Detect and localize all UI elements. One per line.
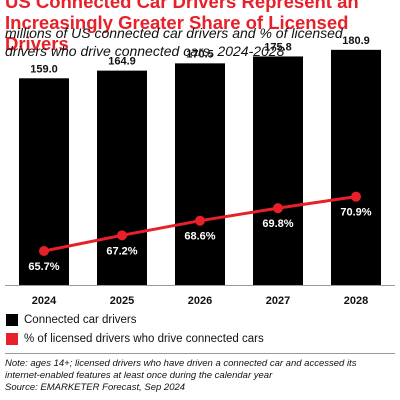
percent-label-2026: 68.6% (184, 231, 215, 243)
chart-title-line-2: Increasingly Greater Share of Licensed D… (5, 12, 349, 54)
x-tick-label-2025: 2025 (110, 295, 134, 307)
percent-point-2027 (273, 203, 283, 214)
chart-title-line-1: US Connected Car Drivers Represent an (5, 0, 359, 12)
legend-label-line: % of licensed drivers who drive connecte… (24, 333, 264, 345)
bar-value-label-2026: 170.5 (186, 48, 214, 60)
chart-subtitle-line-1: millions of US connected car drivers and… (5, 25, 343, 41)
chart-note: Note: ages 14+; licensed drivers who hav… (5, 358, 397, 394)
x-tick-label-2027: 2027 (266, 295, 290, 307)
legend-swatch-line (6, 333, 18, 345)
legend-label-bars: Connected car drivers (24, 314, 137, 326)
bar-2026 (175, 63, 225, 285)
chart-title: US Connected Car Drivers Represent an In… (5, 0, 397, 54)
legend-item-bars: Connected car drivers (6, 314, 137, 326)
percent-label-2028: 70.9% (340, 207, 371, 219)
bar-value-label-2024: 159.0 (30, 63, 58, 75)
note-line-2: internet-enabled features at least once … (5, 370, 273, 381)
bar-2028 (331, 49, 381, 285)
chart-subtitle-line-2: drivers who drive connected cars, 2024-2… (5, 43, 285, 59)
percent-point-2024 (39, 246, 49, 256)
legend-item-line: % of licensed drivers who drive connecte… (6, 333, 264, 345)
bar-value-label-2027: 175.8 (264, 41, 292, 53)
source-line: Source: EMARKETER Forecast, Sep 2024 (5, 382, 186, 393)
percent-point-2028 (351, 191, 361, 202)
x-tick-label-2028: 2028 (344, 295, 368, 307)
percent-point-2026 (195, 215, 205, 226)
bar-2025 (97, 70, 147, 285)
percent-label-2027: 69.8% (262, 218, 293, 230)
note-line-1: Note: ages 14+; licensed drivers who hav… (5, 358, 357, 369)
x-tick-label-2026: 2026 (188, 295, 212, 307)
chart-subtitle: millions of US connected car drivers and… (5, 24, 397, 60)
bar-2027 (253, 56, 303, 286)
note-divider (5, 353, 395, 354)
percent-label-2024: 65.7% (28, 261, 59, 273)
bar-value-label-2028: 180.9 (342, 35, 370, 47)
legend-swatch-bars (6, 314, 18, 326)
x-tick-label-2024: 2024 (32, 295, 57, 307)
percent-label-2025: 67.2% (106, 245, 137, 257)
bar-value-label-2025: 164.9 (108, 56, 136, 68)
percent-point-2025 (117, 230, 127, 241)
